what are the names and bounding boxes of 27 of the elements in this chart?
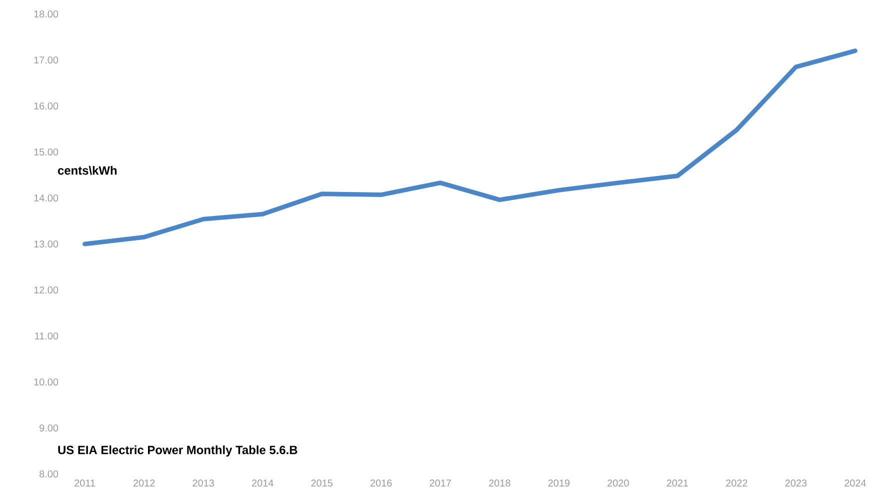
y-tick-label: 17.00 bbox=[34, 56, 58, 64]
y-tick-label: 8.00 bbox=[40, 470, 58, 478]
y-tick-label: 16.00 bbox=[34, 102, 58, 110]
y-tick-label: 9.00 bbox=[40, 424, 58, 432]
y-tick-label: 15.00 bbox=[34, 148, 58, 156]
x-tick-label: 2023 bbox=[785, 480, 807, 487]
x-tick-label: 2022 bbox=[726, 480, 748, 487]
x-tick-label: 2021 bbox=[666, 480, 688, 487]
y-tick-label: 12.00 bbox=[34, 286, 58, 294]
y-tick-label: 11.00 bbox=[35, 332, 58, 340]
y-axis-title: cents\kWh bbox=[58, 166, 117, 175]
y-tick-label: 10.00 bbox=[34, 378, 58, 386]
x-tick-label: 2013 bbox=[192, 480, 214, 487]
x-tick-label: 2012 bbox=[133, 480, 155, 487]
x-tick-label: 2019 bbox=[548, 480, 570, 487]
x-tick-label: 2015 bbox=[311, 480, 333, 487]
y-tick-label: 14.00 bbox=[34, 194, 58, 202]
y-tick-label: 13.00 bbox=[34, 240, 58, 248]
x-tick-label: 2011 bbox=[74, 480, 96, 487]
x-tick-label: 2016 bbox=[370, 480, 392, 487]
x-tick-label: 2018 bbox=[489, 480, 510, 487]
x-tick-label: 2024 bbox=[844, 480, 866, 487]
x-tick-label: 2017 bbox=[430, 480, 451, 487]
annotation: US EIA Electric Power Monthly Table 5.6.B bbox=[58, 445, 298, 457]
y-tick-label: 18.00 bbox=[34, 10, 58, 18]
x-tick-label: 2014 bbox=[252, 480, 274, 487]
x-tick-label: 2020 bbox=[608, 480, 629, 487]
